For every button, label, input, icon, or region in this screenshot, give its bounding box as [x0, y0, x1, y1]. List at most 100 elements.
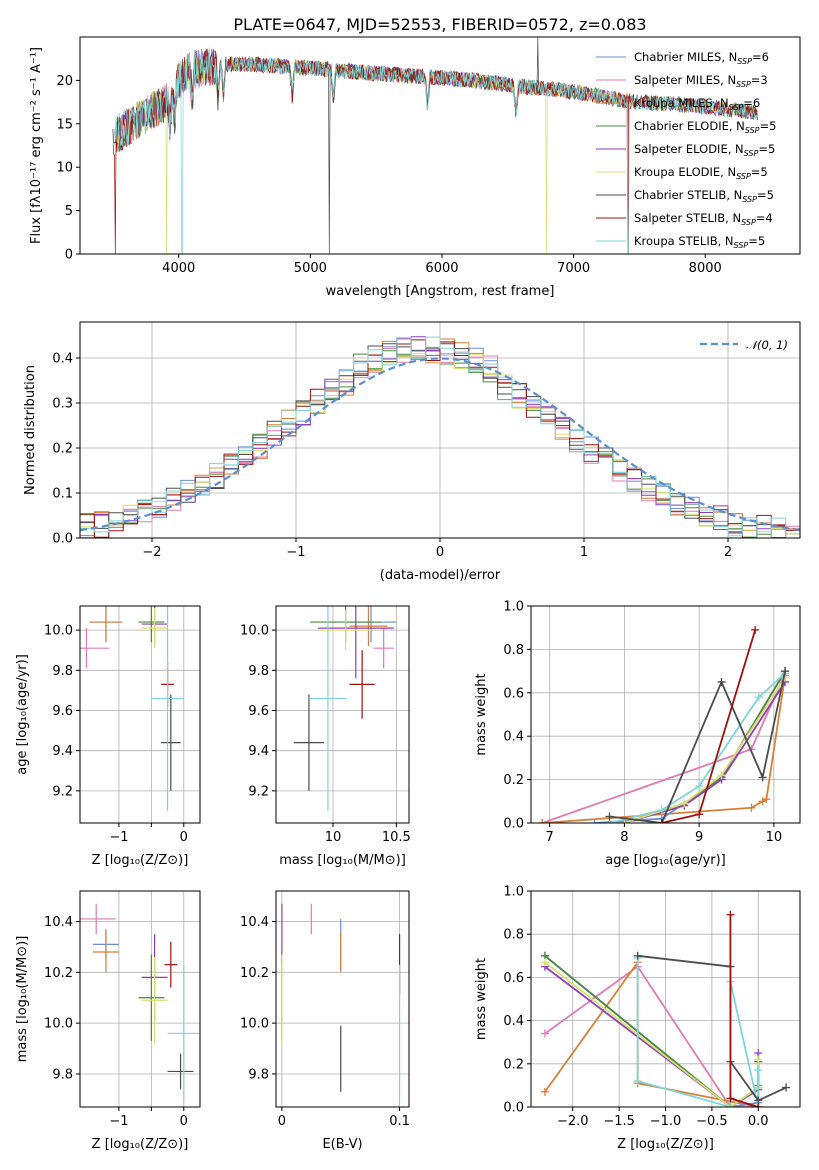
- mass_vs_Z-y-tick-label: 10.4: [44, 915, 73, 930]
- weight_vs_Z-x-label: Z [log₁₀(Z/Z⊙)]: [617, 1137, 714, 1152]
- weight-marker: [717, 771, 726, 780]
- weight-marker: [747, 803, 756, 812]
- legend-label-subscript: SSP: [745, 126, 760, 135]
- weight_vs_age-frame: [530, 605, 801, 824]
- weight-marker: [620, 819, 629, 823]
- legend-label-subscript: SSP: [736, 172, 751, 181]
- weight-marker: [657, 805, 666, 814]
- spectrum-x-tick-label: 4000: [162, 261, 195, 276]
- residuals-x-label: (data-model)/error: [380, 568, 501, 583]
- weight_vs_age-y-label: mass weight: [474, 673, 489, 755]
- errorbar-point-chabrier-elodie: [138, 954, 165, 1041]
- residuals-y-label: Normed distribution: [23, 365, 38, 495]
- weight-marker: [657, 819, 666, 823]
- weight_vs_Z-y-tick-label: 0.0: [503, 1101, 524, 1116]
- errorbar-point-kroupa-miles: [92, 931, 119, 973]
- legend-label-text: Kroupa ELODIE, N: [634, 165, 736, 179]
- weight-line: [624, 681, 786, 823]
- errorbar-point-salpeter-stelib: [349, 650, 375, 719]
- weight_vs_age-plot-area: [538, 625, 790, 823]
- weight-marker: [762, 795, 771, 804]
- age_vs_Z-x-tick-label: 0: [180, 830, 188, 845]
- weight-marker: [717, 677, 726, 686]
- legend-label-subscript: SSP: [729, 103, 744, 112]
- mass_vs_Z-y-tick-label: 10.2: [44, 966, 73, 981]
- weight_vs_Z-y-tick-label: 0.8: [503, 928, 524, 943]
- weight-line: [544, 965, 759, 1107]
- histogram-kroupa-stelib: [80, 336, 800, 538]
- spectrum-legend-entry-kroupa-miles: Kroupa MILES, NSSP=6: [634, 96, 760, 112]
- errorbar-point-kroupa-elodie: [320, 610, 371, 651]
- spectrum-legend-entry-salpeter-elodie: Salpeter ELODIE, NSSP=5: [634, 142, 775, 158]
- weight_vs_Z-grid: [531, 890, 800, 1108]
- age_vs_Z-y-tick-label: 9.2: [52, 784, 73, 799]
- errorbar-point-chabrier-stelib: [167, 1053, 194, 1090]
- errorbar-point-kroupa-stelib: [151, 606, 184, 811]
- mass_vs_EBV-y-tick-label: 9.8: [248, 1067, 269, 1082]
- weight-marker: [695, 782, 704, 791]
- weight_vs_age-y-tick-label: 0.4: [503, 730, 524, 745]
- age_vs_mass-frame: [275, 605, 410, 824]
- residuals-x-tick-label: 0: [436, 545, 444, 560]
- residuals-x-tick-label: −1: [286, 545, 305, 560]
- mass_vs_Z-y-tick-label: 10.0: [44, 1017, 73, 1032]
- age_vs_Z-y-tick-label: 9.8: [52, 664, 73, 679]
- weight-marker: [726, 1103, 735, 1107]
- age_vs_Z-y-tick-label: 9.6: [52, 704, 73, 719]
- spectrum-x-tick-label: 5000: [294, 261, 327, 276]
- legend-label-text: Kroupa MILES, N: [634, 96, 729, 110]
- legend-label-text: Salpeter MILES, N: [634, 73, 736, 87]
- mass_vs_EBV-y-tick-label: 10.2: [240, 966, 269, 981]
- spectrum-y-tick-label: 5: [65, 204, 73, 219]
- errorbar-point-salpeter-stelib: [164, 941, 178, 988]
- residuals-y-tick-label: 0.4: [52, 352, 73, 367]
- residuals-y-tick-label: 0.3: [52, 397, 73, 412]
- legend-label-count: =5: [760, 119, 777, 133]
- spectrum-title: PLATE=0647, MJD=52553, FIBERID=0572, z=0…: [233, 15, 646, 34]
- errorbar-point-chabrier-stelib: [161, 694, 181, 791]
- errorbar-point-salpeter-elodie: [317, 606, 394, 679]
- age_vs_mass-x-tick-label: 10: [325, 830, 342, 845]
- mass_vs_EBV-panel: 0 0.1 9.8 10.0 10.2 10.4 E(B-V): [240, 890, 410, 1152]
- residuals-frame: [79, 321, 801, 539]
- weight-marker: [754, 1055, 763, 1064]
- weight_vs_age-y-tick-label: 0.0: [503, 817, 524, 832]
- errorbar-point-salpeter-miles: [80, 903, 116, 935]
- residuals-x-tick-label: −2: [142, 545, 161, 560]
- legend-label-subscript: SSP: [737, 57, 752, 66]
- weight-series-salpeter-stelib: [726, 910, 763, 1107]
- mass_vs_Z-x-tick-label: −1: [109, 1114, 128, 1129]
- mass_vs_EBV-x-tick-label: 0: [278, 1114, 286, 1129]
- weight-marker: [605, 812, 614, 821]
- errorbar-point-chabrier-elodie: [138, 606, 165, 643]
- spectrum-line-kroupa-stelib: [112, 47, 758, 254]
- legend-label-count: =6: [743, 96, 760, 110]
- spectrum-panel: 4000 5000 6000 7000 8000 0 5 10 15 20 wavelength […: [29, 36, 801, 299]
- mass_vs_Z-panel: −1 0 9.8 10.0 10.2 10.4 Z [log₁₀(Z/Z⊙)] mass [l…: [15, 890, 201, 1152]
- mass_vs_EBV-plot-area: [281, 903, 401, 1102]
- legend-label-text: Chabrier ELODIE, N: [634, 119, 745, 133]
- spectrum-x-tick-label: 7000: [557, 261, 590, 276]
- weight_vs_Z-y-label: mass weight: [474, 958, 489, 1040]
- legend-label-count: =6: [752, 50, 769, 64]
- weight_vs_Z-x-tick-label: −1.5: [603, 1114, 635, 1129]
- errorbar-point-kroupa-elodie: [141, 608, 168, 649]
- weight_vs_Z-x-tick-label: −2.0: [557, 1114, 589, 1129]
- spectrum-frame: [79, 36, 801, 255]
- weight-marker: [782, 1083, 791, 1092]
- errorbar-point-salpeter-miles: [373, 628, 394, 669]
- weight_vs_age-x-tick-label: 7: [546, 830, 554, 845]
- legend-label-subscript: SSP: [742, 195, 757, 204]
- age_vs_mass-x-tick-label: 10.5: [382, 830, 411, 845]
- weight_vs_Z-plot-area: [540, 910, 791, 1107]
- residuals-y-tick-label: 0.0: [52, 532, 73, 547]
- weight-marker: [754, 1066, 763, 1075]
- residuals-plot-area: [80, 336, 800, 538]
- weight-marker: [754, 1103, 763, 1107]
- weight_vs_Z-frame: [530, 890, 801, 1108]
- age_vs_Z-x-tick-label: −1: [109, 830, 128, 845]
- errorbar-point-salpeter-miles: [80, 628, 110, 669]
- weight-marker: [754, 693, 763, 702]
- spectrum-legend-entry-chabrier-miles: Chabrier MILES, NSSP=6: [634, 50, 769, 66]
